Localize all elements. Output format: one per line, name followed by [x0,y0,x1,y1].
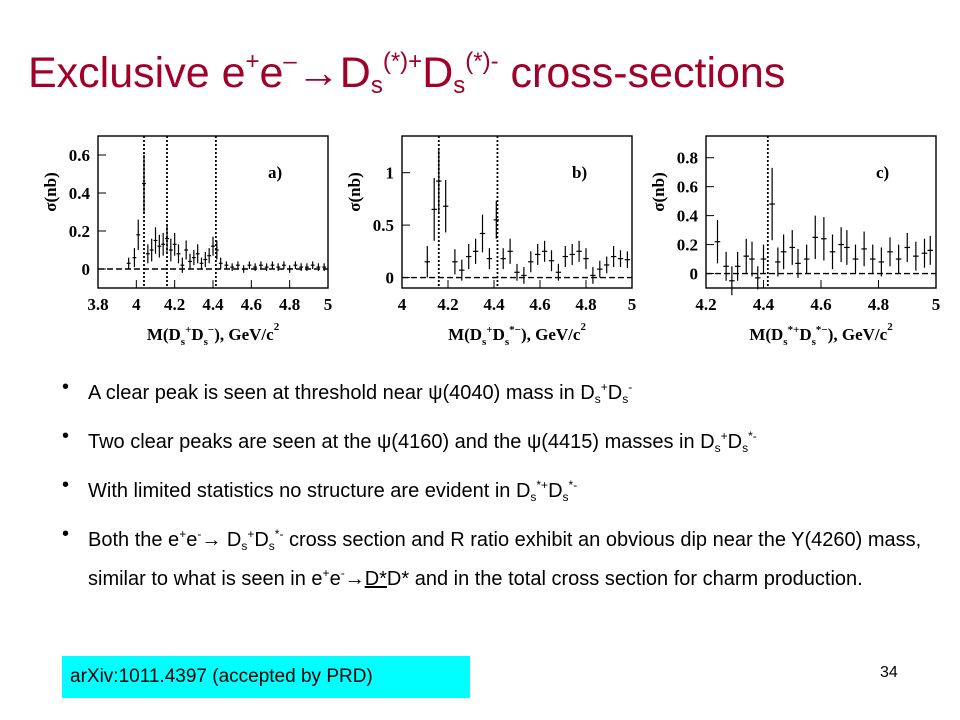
bullet-marker: • [62,474,70,496]
x-tick-label: 3.8 [87,295,108,314]
x-tick-label: 4 [132,295,141,314]
y-axis-label: σ(nb) [41,172,60,211]
x-tick-label: 4.2 [164,295,185,314]
x-axis-label-part: 2 [580,321,586,333]
x-axis-label-part: D [799,325,811,344]
x-axis-label-part: ), GeV/c [828,325,888,344]
x-axis-label-part: + [486,324,492,336]
x-tick-label: 4.6 [241,295,262,314]
x-axis-label-part: s [505,336,510,348]
x-tick-label: 4 [398,295,407,314]
x-axis-label-part: *− [816,324,828,336]
y-axis-label: σ(nb) [649,172,668,211]
x-axis-label: M(Ds+Ds*−), GeV/c2 [448,321,586,348]
x-axis-label-part: s [482,336,487,348]
x-axis-label-part: 2 [887,321,893,333]
y-tick-label: 0 [386,269,395,288]
panel-label: a) [268,163,282,182]
bullet-marker: • [62,523,70,545]
x-axis-label-part: s [812,336,817,348]
chart-svg: 4 4.2 4.4 4.6 4.8 500.51σ(nb)M(Ds+Ds*−), GeV/… [345,135,637,348]
y-tick-label: 0.2 [69,222,90,241]
x-tick-label: 5 [324,295,333,314]
chart-svg: 4.2 4.4 4.6 4.8 500.20.40.60.8σ(nb)M(Ds*+Ds*… [649,135,941,348]
x-axis-label-part: s [204,336,209,348]
panel-label: b) [572,163,587,182]
page-number: 34 [880,664,898,681]
bullet-marker: • [62,425,70,447]
x-axis-label-part: M(D [448,325,482,344]
x-axis-label-part: s [783,336,788,348]
x-axis-label-part: s [181,336,186,348]
x-tick-label: 4.8 [575,295,596,314]
y-tick-label: 0.5 [373,216,394,235]
x-axis-label-part: D [191,325,203,344]
x-tick-label: 4.2 [695,295,716,314]
x-tick-label: 5 [932,295,941,314]
x-axis-label-part: D [493,325,505,344]
slide-title: Exclusive e+e–→Ds(*)+Ds(*)- cross-sectio… [28,48,786,99]
x-axis-label: M(Ds*+Ds*−), GeV/c2 [749,321,893,348]
x-tick-label: 4.6 [810,295,831,314]
chart-panel-c: 4.2 4.4 4.6 4.8 5 0 0.2 0.4 0.6 0.8 σ(nb) M(Ds*+Ds*… [644,128,944,350]
x-tick-label: 4.8 [868,295,889,314]
y-tick-label: 0.2 [677,236,698,255]
x-tick-label: 4.4 [202,295,224,314]
x-axis-label: M(Ds+Ds−), GeV/c2 [147,321,280,348]
chart-svg: 3.8 4 4.2 4.4 4.6 4.8 500.20.40.6σ(nb)M(Ds+Ds−… [41,135,333,348]
y-tick-label: 0.6 [69,146,90,165]
x-tick-label: 4.6 [529,295,550,314]
bullet-marker: • [62,376,70,398]
chart-panel-a: 3.8 4 4.2 4.4 4.6 4.8 5 0 0.2 0.4 0.6 σ(nb) M(Ds+Ds−… [36,128,336,350]
plot-frame [705,135,937,289]
y-tick-label: 0.4 [677,207,699,226]
bullet-item-3: • With limited statistics no structure a… [62,474,578,504]
plot-frame [401,135,633,289]
reference-box: arXiv:1011.4397 (accepted by PRD) [62,656,470,698]
x-axis-label-part: M(D [749,325,783,344]
x-axis-label-part: *+ [788,324,800,336]
bullet-list: • A clear peak is seen at threshold near… [62,374,922,603]
chart-panel-b: 4 4.2 4.4 4.6 4.8 5 0 0.5 1 σ(nb) M(Ds+Ds*−), GeV/… [340,128,640,350]
x-axis-label-part: M(D [147,325,181,344]
x-tick-label: 4.4 [483,295,505,314]
bullet-item-4: • Both the e+e-→ Ds+Ds*- cross section a… [62,523,922,590]
x-axis-label-part: 2 [274,321,280,333]
y-tick-label: 1 [386,164,395,183]
x-tick-label: 5 [628,295,637,314]
panel-label: c) [876,163,889,182]
y-tick-label: 0.6 [677,178,698,197]
y-tick-label: 0.8 [677,149,698,168]
x-axis-label-part: + [185,324,191,336]
x-axis-label-part: − [208,324,214,336]
y-tick-label: 0 [82,260,91,279]
x-tick-label: 4.2 [437,295,458,314]
x-tick-label: 4.8 [279,295,300,314]
x-axis-label-part: *− [509,324,521,336]
bullet-item-2: • Two clear peaks are seen at the ψ(4160… [62,425,757,455]
y-tick-label: 0.4 [69,184,91,203]
x-axis-label-part: ), GeV/c [521,325,581,344]
y-axis-label: σ(nb) [345,172,364,211]
x-axis-label-part: ), GeV/c [214,325,274,344]
x-tick-label: 4.4 [753,295,775,314]
y-tick-label: 0 [690,265,699,284]
bullet-item-1: • A clear peak is seen at threshold near… [62,376,633,406]
